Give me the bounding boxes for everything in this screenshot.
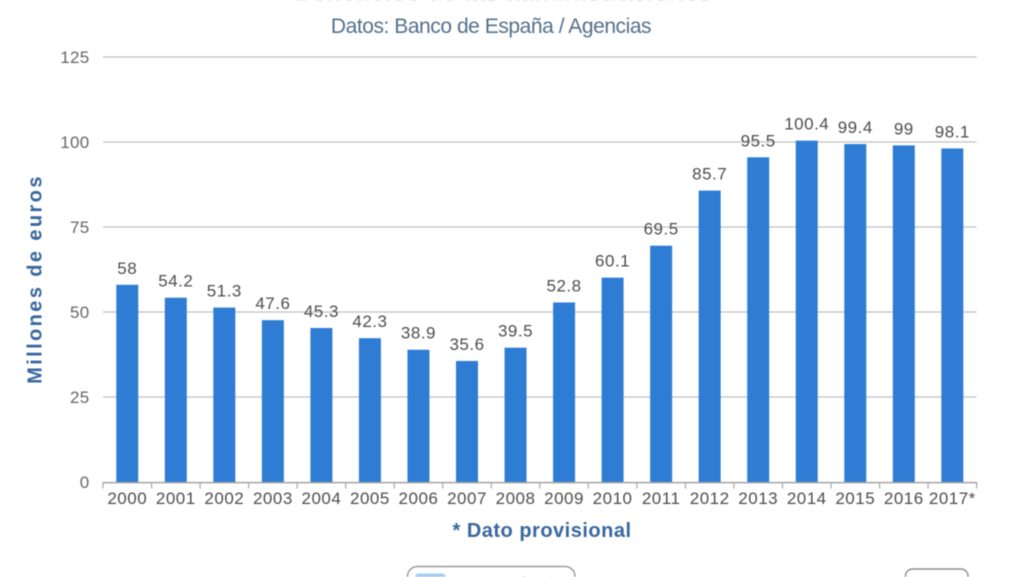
svg-text:2010: 2010 — [593, 489, 633, 508]
svg-text:60.1: 60.1 — [595, 252, 630, 271]
svg-text:2000: 2000 — [107, 489, 147, 508]
svg-text:99: 99 — [894, 119, 914, 138]
svg-text:2013: 2013 — [738, 489, 778, 508]
svg-text:25: 25 — [70, 388, 90, 407]
svg-text:2006: 2006 — [399, 489, 439, 508]
svg-text:75: 75 — [70, 218, 90, 237]
svg-text:2012: 2012 — [690, 489, 730, 508]
svg-text:42.3: 42.3 — [352, 312, 387, 331]
svg-text:125: 125 — [60, 48, 89, 67]
svg-text:47.6: 47.6 — [255, 294, 290, 313]
svg-text:69.5: 69.5 — [644, 220, 679, 239]
svg-text:54.2: 54.2 — [158, 272, 193, 291]
svg-text:99.4: 99.4 — [838, 118, 873, 137]
svg-text:Descargar los datos: Descargar los datos — [452, 576, 581, 577]
svg-text:98.1: 98.1 — [935, 122, 970, 141]
svg-text:2003: 2003 — [253, 489, 293, 508]
svg-text:Insertar: Insertar — [916, 575, 961, 577]
svg-text:Beneficios de las administraci: Beneficios de las administraciones — [293, 0, 713, 7]
svg-text:2016: 2016 — [884, 489, 924, 508]
svg-text:2004: 2004 — [301, 489, 341, 508]
svg-text:2005: 2005 — [350, 489, 390, 508]
svg-text:2011: 2011 — [642, 489, 681, 508]
svg-text:58: 58 — [117, 259, 137, 278]
svg-text:50: 50 — [70, 303, 90, 322]
svg-text:35.6: 35.6 — [449, 335, 484, 354]
svg-text:2014: 2014 — [787, 489, 827, 508]
svg-text:52.8: 52.8 — [547, 276, 582, 295]
svg-text:2002: 2002 — [204, 489, 244, 508]
svg-text:2009: 2009 — [544, 489, 584, 508]
svg-text:85.7: 85.7 — [692, 165, 727, 184]
svg-text:Millones de euros: Millones de euros — [25, 174, 47, 384]
svg-text:38.9: 38.9 — [401, 324, 436, 343]
svg-text:45.3: 45.3 — [304, 302, 339, 321]
svg-text:2017*: 2017* — [929, 489, 976, 508]
svg-text:2008: 2008 — [496, 489, 536, 508]
svg-text:Datos: Banco de España / Agenc: Datos: Banco de España / Agencias — [331, 15, 651, 38]
svg-text:100.4: 100.4 — [784, 115, 829, 134]
svg-text:2007: 2007 — [447, 489, 487, 508]
svg-text:2001: 2001 — [156, 489, 196, 508]
svg-text:39.5: 39.5 — [498, 322, 533, 341]
svg-text:95.5: 95.5 — [741, 131, 776, 150]
svg-text:51.3: 51.3 — [207, 282, 242, 301]
svg-text:100: 100 — [60, 133, 89, 152]
svg-text:0: 0 — [80, 473, 90, 492]
svg-text:* Dato provisional: * Dato provisional — [452, 520, 631, 542]
svg-text:2015: 2015 — [835, 489, 875, 508]
